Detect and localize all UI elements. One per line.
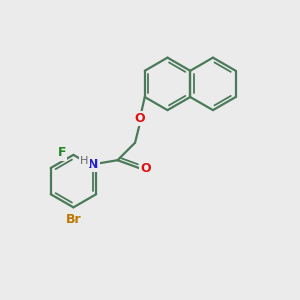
Text: Br: Br — [66, 212, 81, 226]
Text: H: H — [80, 156, 89, 166]
Text: O: O — [140, 163, 151, 176]
Text: N: N — [88, 158, 98, 171]
Text: O: O — [135, 112, 145, 125]
Text: F: F — [58, 146, 66, 159]
